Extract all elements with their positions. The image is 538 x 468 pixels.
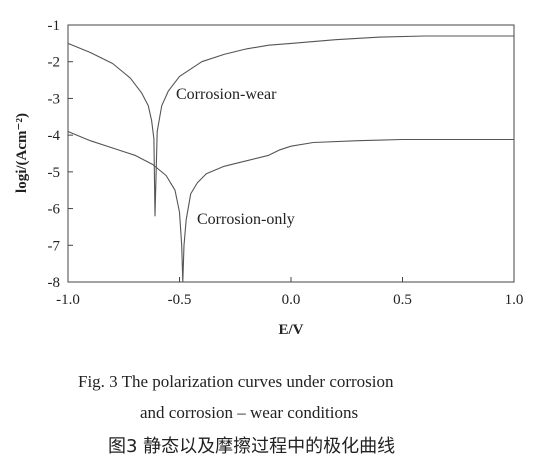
figure-caption-english-line2: and corrosion – wear conditions	[140, 403, 359, 422]
y-axis-label: logi/(Acm⁻²)	[14, 113, 30, 193]
plot-frame	[67, 24, 515, 283]
axis-ticks: -1 -2 -3 -4 -5 -6 -7 -8-1.0 -0.5 0.0 0.5 1.0	[48, 18, 524, 308]
series-label-corrosion-wear: Corrosion-wear	[176, 86, 277, 103]
y-tick-label: -4	[48, 128, 61, 144]
x-tick-label: 0.5	[393, 292, 412, 308]
y-tick-label: -8	[48, 275, 61, 291]
y-tick-label: -1	[48, 18, 61, 34]
corrosion-only-curve	[67, 130, 514, 283]
x-tick-label: 0.0	[282, 292, 301, 308]
corrosion-wear-curve	[67, 35, 514, 217]
data-series	[67, 35, 514, 283]
y-tick-label: -7	[48, 238, 61, 254]
y-tick-label: -5	[48, 165, 61, 181]
figure-caption-english-line1: Fig. 3 The polarization curves under cor…	[78, 372, 394, 391]
x-tick-label: 1.0	[505, 292, 524, 308]
x-tick-label: -0.5	[168, 292, 192, 308]
figure-caption-chinese: 图3 静态以及摩擦过程中的极化曲线	[108, 436, 396, 457]
polarization-chart: -1 -2 -3 -4 -5 -6 -7 -8-1.0 -0.5 0.0 0.5 1.0 Corros…	[14, 18, 524, 338]
series-label-corrosion-only: Corrosion-only	[197, 211, 295, 228]
y-tick-label: -2	[48, 55, 61, 71]
x-axis-label: E/V	[278, 322, 303, 338]
y-tick-label: -6	[48, 202, 61, 218]
y-tick-label: -3	[48, 91, 61, 107]
x-tick-label: -1.0	[56, 292, 80, 308]
